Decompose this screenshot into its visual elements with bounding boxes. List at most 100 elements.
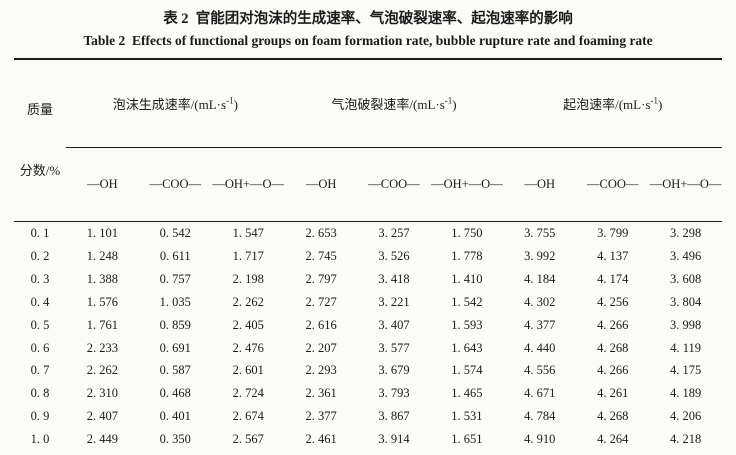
value-cell: 2. 669 xyxy=(66,451,139,455)
value-cell: 1. 547 xyxy=(232,226,264,241)
value-cell: 2. 207 xyxy=(305,340,337,355)
subheader-oh-plus-o: —OH+—O— xyxy=(211,147,285,223)
value-cell: 3. 496 xyxy=(669,248,702,263)
group-label-close: ) xyxy=(657,97,663,113)
value-cell: 0. 468 xyxy=(159,386,191,401)
value-cell: 0. 542 xyxy=(159,226,191,241)
value-cell: 2. 293 xyxy=(305,363,337,378)
value-cell: 4. 264 xyxy=(597,432,629,447)
value-cell: 3. 799 xyxy=(597,226,629,241)
table-title-chinese: 表 2 官能团对泡沫的生成速率、气泡破裂速率、起泡速率的影响 xyxy=(163,11,573,27)
value-cell: 1. 778 xyxy=(451,248,483,263)
mass-fraction-cell: 0. 9 xyxy=(30,409,50,424)
table-row: 0. 5 1. 761 0. 859 2. 405 2. 616 3. 407 1. 593… xyxy=(14,314,722,337)
subheader-oh-plus-o: —OH+—O— xyxy=(649,147,723,223)
mass-fraction-cell: 0. 4 xyxy=(30,294,50,309)
value-cell: 2. 262 xyxy=(232,294,264,309)
value-cell: 0. 611 xyxy=(159,248,191,263)
group-header-bubble-rupture-rate: 气泡破裂速率/(mL·s-1) xyxy=(284,59,504,149)
value-cell: 3. 755 xyxy=(524,226,556,241)
mass-fraction-cell: 0. 3 xyxy=(30,271,50,286)
value-cell: 2. 198 xyxy=(232,271,264,286)
value-cell: 3. 998 xyxy=(669,317,702,332)
value-cell: 3. 804 xyxy=(669,294,702,309)
table-body: 0. 1 1. 101 0. 542 1. 547 2. 653 3. 257 1. 750… xyxy=(14,222,722,455)
value-cell: 4. 189 xyxy=(669,386,702,401)
value-cell: 1. 410 xyxy=(451,271,483,286)
table-row: 0. 2 1. 248 0. 611 1. 717 2. 745 3. 526 1. 778… xyxy=(14,245,722,268)
value-cell: 2. 476 xyxy=(232,340,264,355)
mass-fraction-header-line1: 质量 xyxy=(26,102,53,118)
table-row: 0. 9 2. 407 0. 401 2. 674 2. 377 3. 867 1. 531… xyxy=(14,405,722,428)
value-cell: 4. 556 xyxy=(524,363,556,378)
value-cell: 0. 691 xyxy=(159,340,191,355)
value-cell: 2. 616 xyxy=(305,317,337,332)
value-cell: 0. 350 xyxy=(159,432,191,447)
table-row: 0. 3 1. 388 0. 757 2. 198 2. 797 3. 418 1. 410… xyxy=(14,268,722,291)
value-cell: 2. 674 xyxy=(232,409,264,424)
subheader-coo: —COO— xyxy=(576,147,650,223)
value-cell: 3. 221 xyxy=(378,294,410,309)
value-cell: 4. 266 xyxy=(597,317,629,332)
value-cell: 1. 531 xyxy=(451,409,483,424)
value-cell: 2. 461 xyxy=(305,432,337,447)
value-cell: 1. 574 xyxy=(451,363,483,378)
value-cell: 3. 407 xyxy=(378,317,410,332)
value-cell: 1. 717 xyxy=(232,248,264,263)
value-cell: 4. 671 xyxy=(524,386,556,401)
group-label-close: ) xyxy=(233,97,238,113)
value-cell: 0. 757 xyxy=(159,271,191,286)
value-cell: 4. 218 xyxy=(669,432,702,447)
value-cell: 3. 577 xyxy=(378,340,410,355)
value-cell: 1. 248 xyxy=(86,248,119,263)
value-cell: 3. 526 xyxy=(378,248,410,263)
table-title-english: Table 2 Effects of functional groups on … xyxy=(83,33,653,48)
subheader-oh: —OH xyxy=(65,147,139,223)
group-label: 起泡速率/(mL·s xyxy=(563,97,651,113)
sub-header-row: —OH —COO— —OH+—O— —OH —COO— —OH+—O— —OH … xyxy=(14,147,723,223)
value-cell: — xyxy=(139,451,212,455)
value-cell: 2. 377 xyxy=(305,409,337,424)
subheader-oh: —OH xyxy=(503,147,577,223)
value-cell: 3. 298 xyxy=(669,226,702,241)
table-row: 0. 4 1. 576 1. 035 2. 262 2. 727 3. 221 1. 542… xyxy=(14,291,722,314)
table-row: 0. 8 2. 310 0. 468 2. 724 2. 361 3. 793 1. 465… xyxy=(14,382,722,405)
subheader-oh-plus-o: —OH+—O— xyxy=(430,147,504,223)
group-header-foam-formation-rate: 泡沫生成速率/(mL·s-1) xyxy=(65,59,285,149)
value-cell: 4. 184 xyxy=(524,271,556,286)
value-cell: 3. 867 xyxy=(378,409,410,424)
table-row: 1. 12. 669—2. 4622. 524—1. 7505. 192—4. … xyxy=(14,451,722,455)
mass-fraction-cell: 1. 1 xyxy=(14,451,66,455)
value-cell: 2. 601 xyxy=(232,363,264,378)
value-cell: 1. 465 xyxy=(451,386,483,401)
value-cell: 4. 268 xyxy=(597,409,629,424)
value-cell: 4. 268 xyxy=(597,340,629,355)
value-cell: 4. 174 xyxy=(597,271,629,286)
value-cell: 1. 750 xyxy=(430,451,503,455)
value-cell: 2. 233 xyxy=(86,340,119,355)
value-cell: 3. 992 xyxy=(524,248,556,263)
group-label: 气泡破裂速率/(mL·s xyxy=(331,97,445,113)
value-cell: 2. 462 xyxy=(212,451,285,455)
value-cell: 3. 679 xyxy=(378,363,410,378)
value-cell: 3. 257 xyxy=(378,226,410,241)
value-cell: 4. 266 xyxy=(597,363,629,378)
value-cell: 4. 212 xyxy=(649,451,722,455)
table-row: 1. 0 2. 449 0. 350 2. 567 2. 461 3. 914 1. 651… xyxy=(14,428,722,451)
table-row: 0. 6 2. 233 0. 691 2. 476 2. 207 3. 577 1. 643… xyxy=(14,337,722,360)
value-cell: 2. 262 xyxy=(86,363,119,378)
value-cell: 2. 727 xyxy=(305,294,337,309)
mass-fraction-cell: 0. 6 xyxy=(30,340,50,355)
value-cell: 0. 401 xyxy=(159,409,191,424)
value-cell: 2. 653 xyxy=(305,226,337,241)
value-cell: 0. 859 xyxy=(159,317,191,332)
value-cell: 4. 910 xyxy=(524,432,556,447)
value-cell: 1. 101 xyxy=(86,226,119,241)
value-cell: 5. 192 xyxy=(503,451,576,455)
value-cell: 1. 651 xyxy=(451,432,483,447)
value-cell: 3. 418 xyxy=(378,271,410,286)
value-cell: 4. 175 xyxy=(669,363,702,378)
table-row: 0. 1 1. 101 0. 542 1. 547 2. 653 3. 257 1. 750… xyxy=(14,222,722,245)
unit-superscript: -1 xyxy=(226,95,234,106)
